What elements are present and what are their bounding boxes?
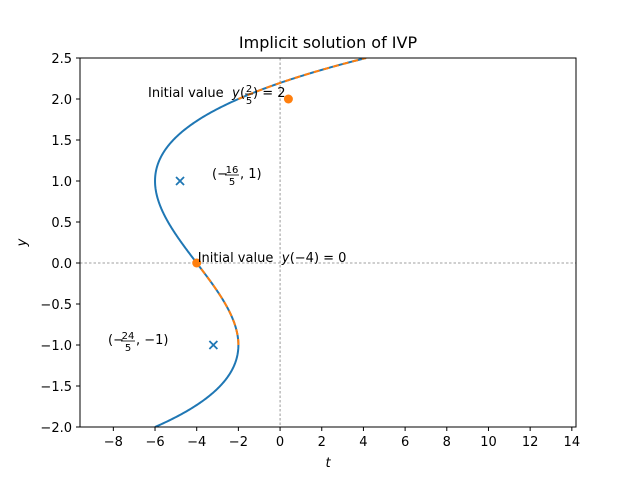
x-tick-label: 6: [401, 435, 409, 450]
label-fraction-denominator: 5: [246, 96, 252, 107]
label-fraction-denominator: 5: [229, 177, 235, 188]
y-tick-label: −2.0: [40, 421, 72, 436]
plot-clipped-group: [80, 58, 576, 427]
label-text-var: y: [231, 86, 240, 101]
x-tick-label: 2: [318, 435, 326, 450]
x-tick-label: −4: [187, 435, 206, 450]
x-tick-label: 10: [480, 435, 497, 450]
initial-point-marker-1: [283, 94, 293, 104]
x-tick-label: 14: [564, 435, 581, 450]
label-text-var: y: [281, 251, 290, 266]
x-tick-label: 4: [359, 435, 367, 450]
x-tick-label: 12: [522, 435, 539, 450]
initial-point-marker-0: [192, 258, 202, 268]
y-tick-label: −1.5: [40, 380, 72, 395]
y-tick-label: −1.0: [40, 339, 72, 354]
label-text-prefix: (−: [108, 333, 124, 348]
label-fraction-numerator: 16: [226, 165, 239, 176]
series-line-1: [195, 262, 240, 345]
x-tick-label: −8: [104, 435, 123, 450]
label-text-rest: , 1): [240, 167, 262, 182]
label-fraction-numerator: 2: [246, 84, 252, 95]
x-tick-label: 8: [443, 435, 451, 450]
plot-area: [80, 58, 576, 427]
y-tick-label: 2.0: [51, 93, 72, 108]
label-paren-open: (: [240, 86, 245, 101]
label-fraction: 245: [121, 331, 135, 354]
y-axis-label: y: [15, 238, 30, 247]
label-text-rest: ) = 2: [253, 86, 286, 101]
label-text-prefix: Initial value: [198, 251, 274, 266]
x-tick-label: −6: [145, 435, 164, 450]
x-tick-label: −2: [229, 435, 248, 450]
y-tick-label: 0.0: [51, 257, 72, 272]
axes-frame: [79, 57, 577, 428]
initial-point-label-0: Initial value y (−4) = 0: [198, 251, 347, 266]
y-tick-label: 1.0: [51, 175, 72, 190]
label-text-rest: , −1): [136, 333, 169, 348]
label-text-rest: (−4) = 0: [290, 251, 347, 266]
y-tick-label: 0.5: [51, 216, 72, 231]
y-tick-label: −0.5: [40, 298, 72, 313]
series-line-0: [154, 58, 367, 427]
critical-point-label-1: (−245, −1): [108, 331, 169, 354]
axes: −8 −6 −4 −2 0 2 4 6 8 10 12 14−2.0−1.5−1.0−0.50.00.…: [40, 52, 580, 450]
label-fraction-numerator: 24: [122, 331, 135, 342]
chart-title: Implicit solution of IVP: [239, 33, 418, 52]
y-tick-label: 2.5: [51, 52, 72, 67]
x-tick-label: 0: [276, 435, 284, 450]
critical-point-label-0: (−165, 1): [212, 165, 262, 188]
label-fraction: 25: [245, 84, 253, 107]
x-axis-label: t: [325, 456, 331, 471]
y-tick-label: 1.5: [51, 134, 72, 149]
label-fraction: 165: [225, 165, 239, 188]
initial-point-label-1: Initial value y(25) = 2: [148, 84, 286, 107]
critical-point-marker-0: [175, 176, 185, 186]
label-text-prefix: Initial value: [148, 86, 224, 101]
label-text-prefix: (−: [212, 167, 228, 182]
label-fraction-denominator: 5: [125, 343, 131, 354]
critical-point-marker-1: [208, 340, 219, 350]
